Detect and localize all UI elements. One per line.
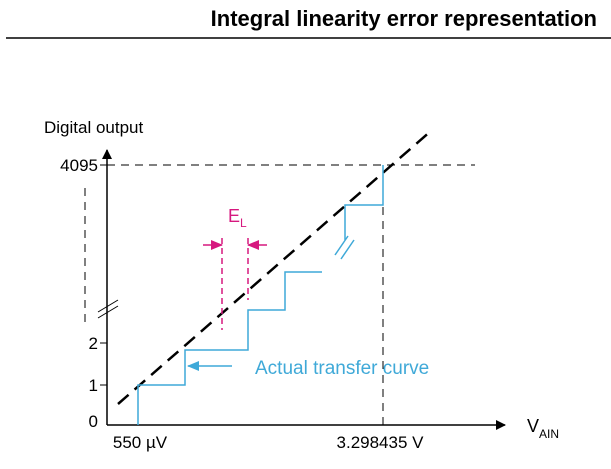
diagram: Digital output 4095 2 1 0 550 µV 3.29843… — [44, 118, 559, 452]
y-tick-label: 4095 — [60, 156, 98, 175]
y-tick-label: 2 — [89, 334, 98, 353]
curve-label: Actual transfer curve — [255, 358, 429, 379]
axis-break — [97, 299, 119, 319]
x-tick-label: 3.298435 V — [337, 433, 425, 452]
y-axis-label: Digital output — [44, 118, 144, 137]
error-label: EL — [228, 206, 247, 230]
transfer-curve — [137, 271, 322, 425]
y-tick-label: 0 — [89, 412, 98, 431]
y-tick-label: 1 — [89, 376, 98, 395]
ideal-line — [117, 129, 433, 405]
x-axis-label: VAIN — [527, 416, 559, 441]
curve-break — [334, 235, 355, 260]
title: Integral linearity error representation — [211, 6, 597, 31]
transfer-curve — [344, 165, 384, 240]
x-tick-label: 550 µV — [113, 433, 168, 452]
